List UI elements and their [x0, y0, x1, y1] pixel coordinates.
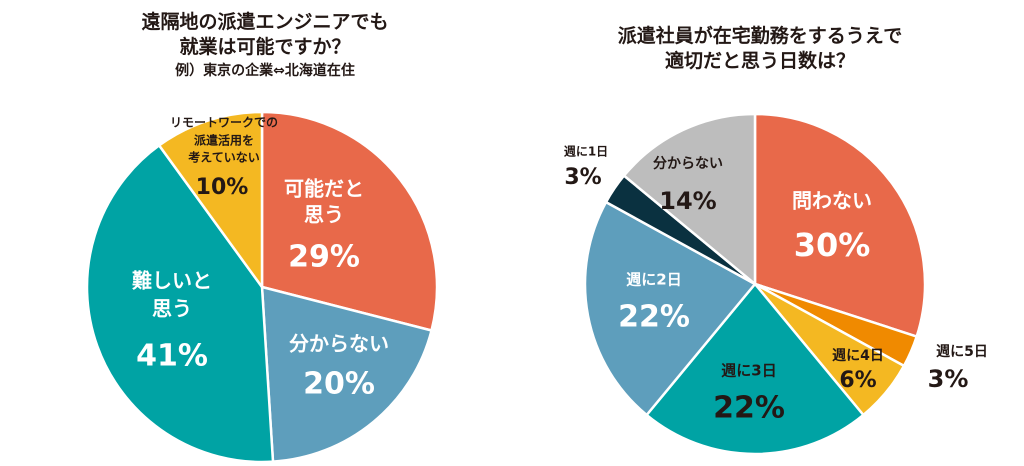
- pie1-slice-1-value: 29%: [288, 240, 360, 275]
- chart2-title: 派遣社員が在宅勤務をするうえで 適切だと思う日数は？: [560, 24, 960, 74]
- pie1-slice-4: [157, 110, 264, 289]
- pie2-slice-1-label-line-1: 問わない: [792, 189, 872, 213]
- pie1-slice-1-label-line-2: 思う: [304, 203, 344, 227]
- chart2-title-line-1: 派遣社員が在宅勤務をするうえで: [617, 25, 903, 47]
- pie1-slice-3: [85, 144, 275, 464]
- pie2-slice-1-value: 30%: [794, 226, 871, 264]
- pie-chart-1: 可能だと思う29%分からない20%難しいと思う41%リモートワークでの派遣活用を…: [85, 110, 439, 464]
- chart1-title: 遠隔地の派遣エンジニアでも 就業は可能ですか？ 例）東京の企業⇔北海道在住: [60, 10, 470, 82]
- pie2-slice-2-value: 3%: [928, 365, 969, 393]
- pie2-slice-3-label-line-1: 週に4日: [832, 348, 884, 364]
- pie2-slice-6-label-line-1: 週に1日: [564, 144, 608, 159]
- pie2-slice-3-value: 6%: [839, 368, 876, 393]
- chart2-title-line-2: 適切だと思う日数は？: [664, 50, 855, 72]
- pie2-slice-5: [583, 200, 757, 417]
- chart1-subtitle: 例）東京の企業⇔北海道在住: [175, 63, 355, 79]
- pie2-slice-6-value: 3%: [564, 165, 601, 190]
- pie1-slice-3-label-line-2: 思う: [152, 297, 192, 321]
- chart1-title-line-2: 就業は可能ですか？: [179, 36, 351, 58]
- pie2-slice-5-label-line-1: 週に2日: [626, 271, 681, 289]
- pie2-slice-1: [753, 112, 927, 338]
- pie1-slice-2: [260, 285, 433, 463]
- pie-chart-2: 問わない 30% 週に5日 3% 週に4日 6% 週に3日 22% 週に2日 22% 週に1日 3% 分…: [564, 112, 988, 456]
- pie2-slice-7: [622, 112, 757, 286]
- pie2-slice-7-label-line-1: 分からない: [653, 156, 723, 172]
- pie1-slice-1-label-line-1: 可能だと: [284, 177, 364, 201]
- pie2-slice-4-value: 22%: [713, 391, 785, 426]
- pie1-slice-4-label-line-1: リモートワークでの: [170, 116, 278, 130]
- pie1-slice-2-label-line-1: 分からない: [289, 332, 389, 356]
- pie1-slice-1: [260, 110, 439, 332]
- pie2-slice-4-label-line-1: 週に3日: [721, 362, 776, 380]
- pie1-slice-3-label-line-1: 難しいと: [132, 269, 212, 293]
- pie2-slice-5-value: 22%: [618, 300, 690, 335]
- pie2-slice-2-label-line-1: 週に5日: [936, 344, 988, 360]
- pie2-slice-7-value: 14%: [659, 187, 716, 215]
- pie1-slice-4-value: 10%: [196, 175, 249, 200]
- pie1-slice-2-value: 20%: [303, 367, 375, 402]
- pie1-slice-4-label-line-3: 考えていない: [188, 150, 259, 165]
- pie2-slice-4: [645, 282, 865, 456]
- chart1-title-line-1: 遠隔地の派遣エンジニアでも: [141, 11, 389, 33]
- pie1-slice-4-label-line-2: 派遣活用を: [194, 133, 254, 148]
- pie1-slice-3-value: 41%: [136, 339, 208, 374]
